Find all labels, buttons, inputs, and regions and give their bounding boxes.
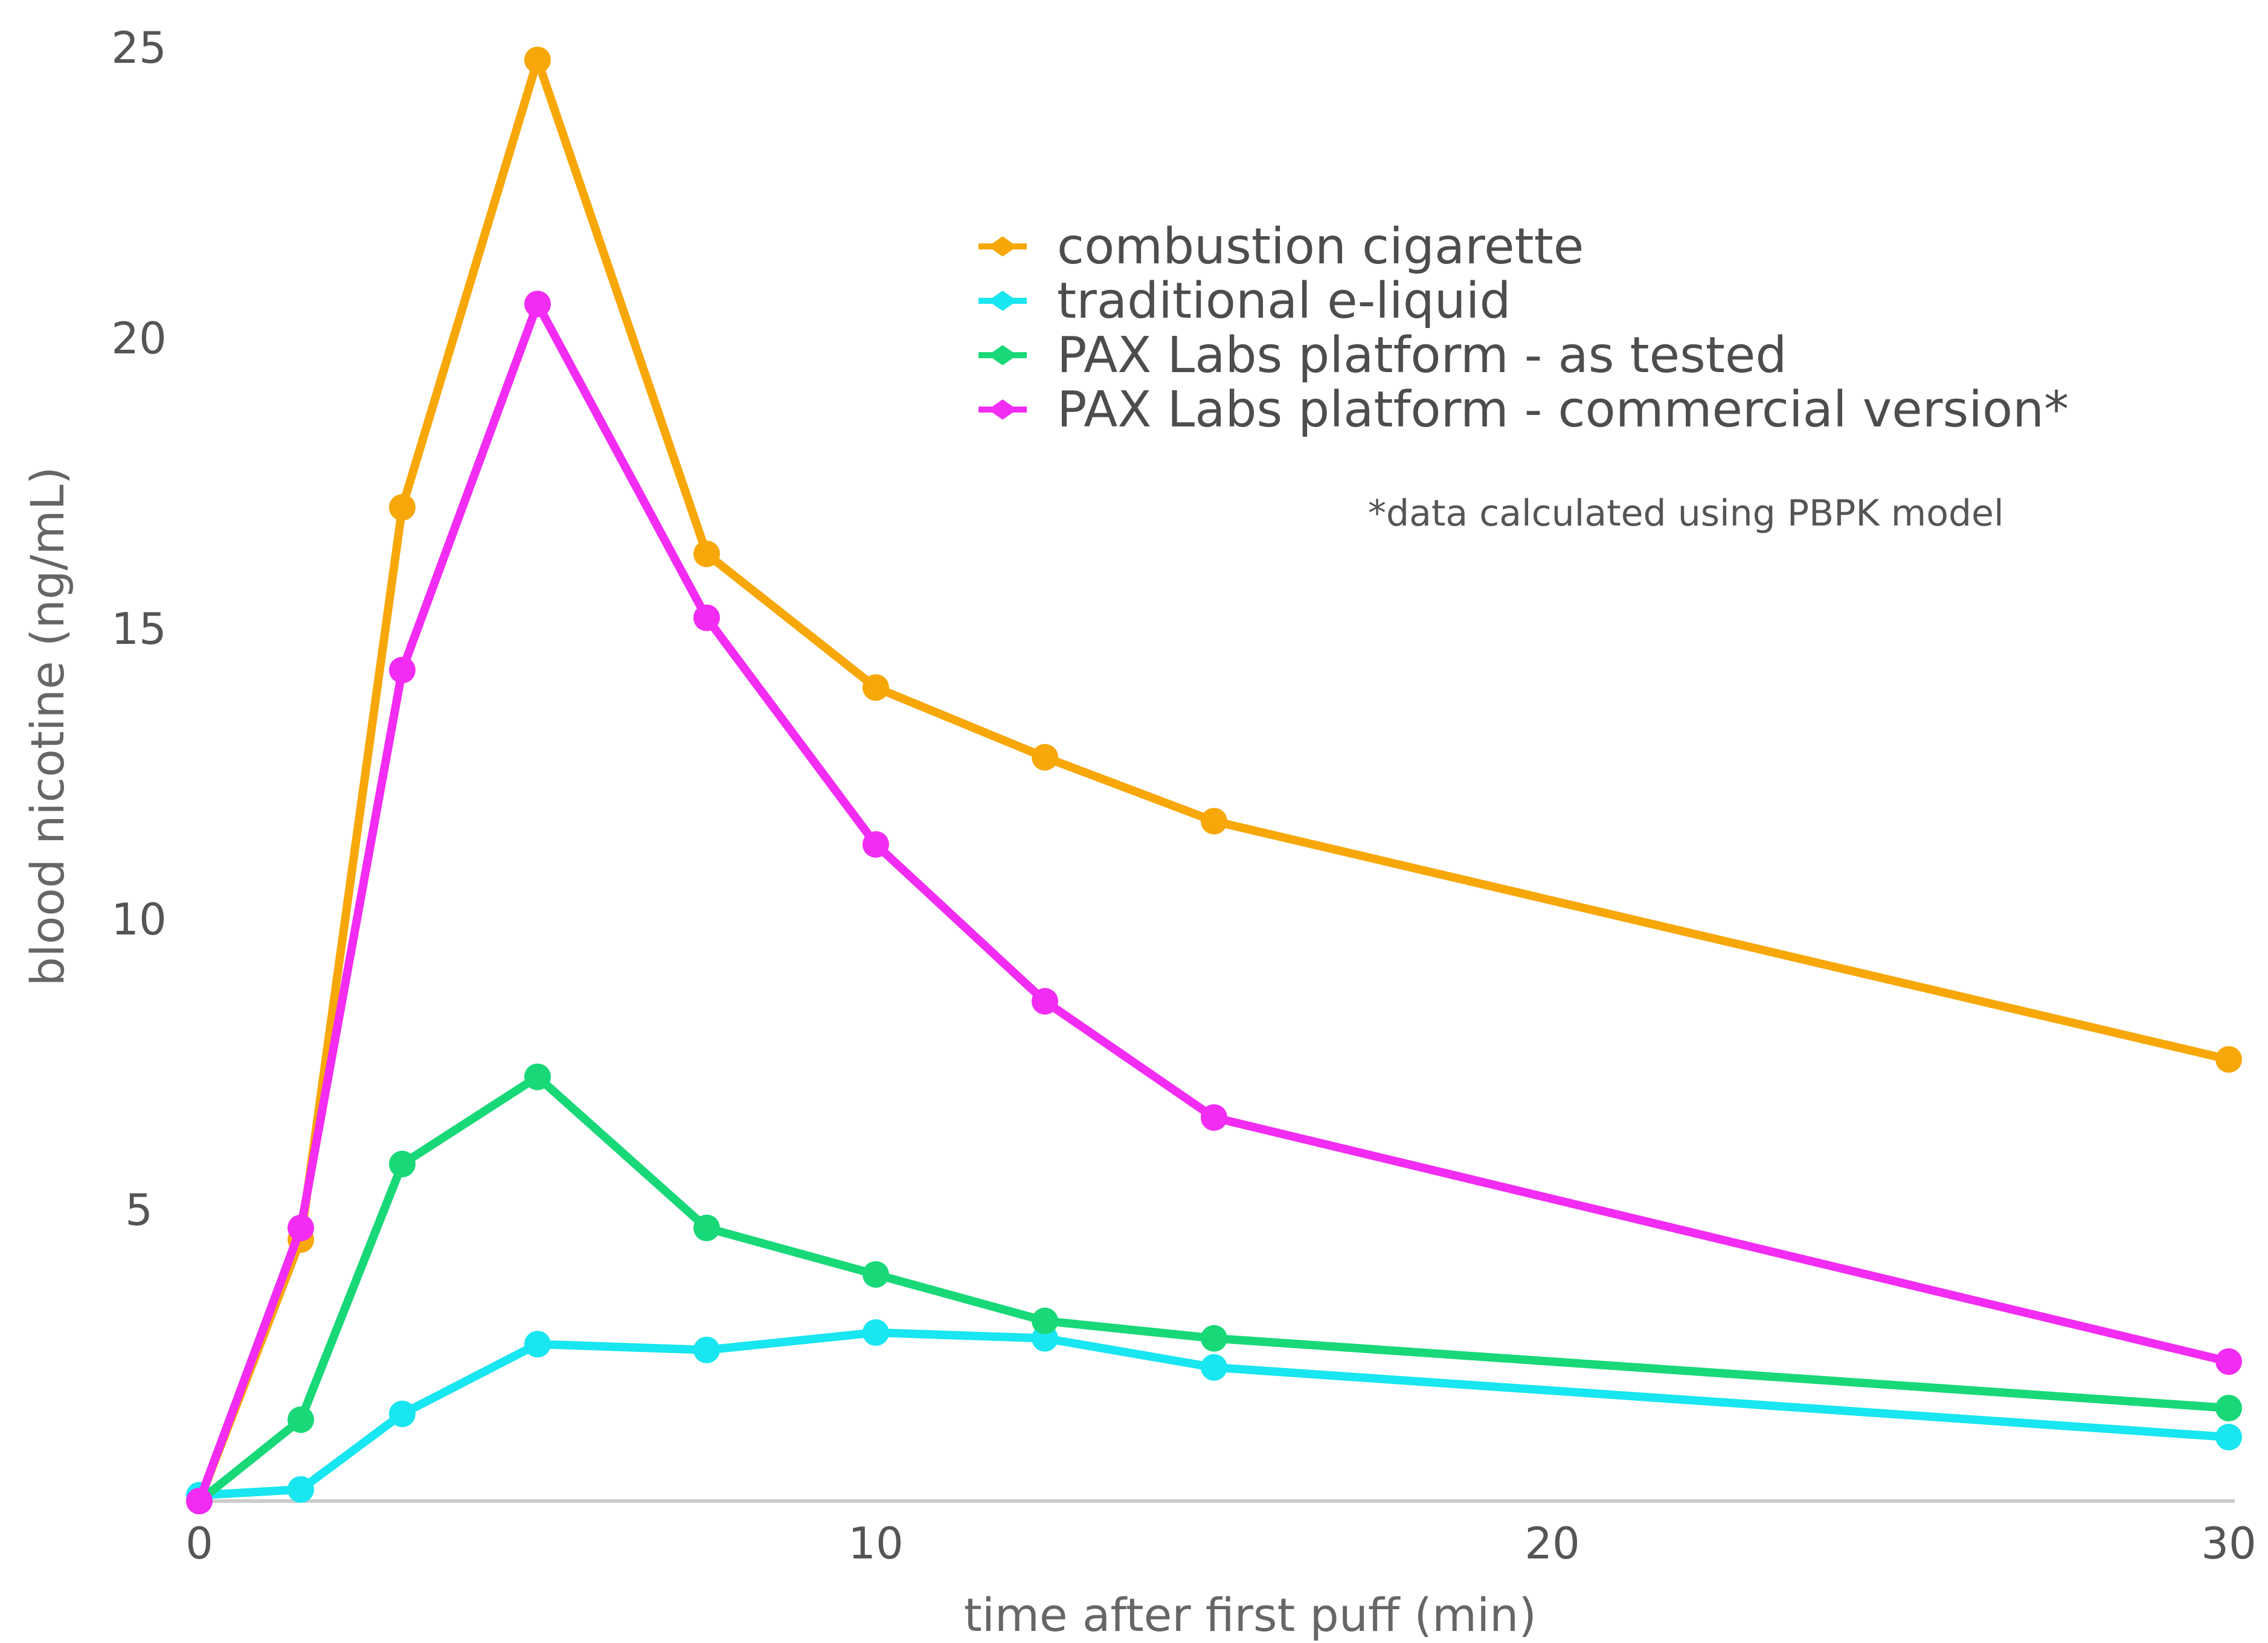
y-tick-label-5: 5 [125, 1185, 153, 1235]
series-line-3 [195, 300, 2233, 1505]
x-axis-title: time after first puff (min) [964, 1588, 1537, 1642]
y-tick-label-15: 15 [111, 603, 167, 654]
x-tick-label-30: 30 [2201, 1518, 2257, 1569]
data-point-s1-4 [693, 1336, 720, 1363]
data-point-s1-2 [389, 1400, 416, 1427]
data-point-s0-3 [524, 47, 551, 74]
data-point-s0-8 [2215, 1046, 2242, 1073]
x-tick-label-0: 0 [185, 1518, 213, 1569]
data-point-s0-2 [389, 494, 416, 521]
data-point-s1-8 [2215, 1424, 2242, 1451]
legend-label-2: PAX Labs platform - as tested [1057, 327, 1787, 384]
data-point-s2-8 [2215, 1395, 2242, 1422]
data-point-s2-6 [1032, 1307, 1058, 1334]
y-tick-label-25: 25 [111, 22, 167, 73]
data-point-s3-6 [1032, 988, 1058, 1015]
data-point-s0-7 [1201, 808, 1227, 835]
data-point-s3-2 [389, 657, 416, 684]
data-point-s3-5 [863, 831, 889, 858]
data-point-s0-5 [863, 674, 889, 701]
data-point-s1-1 [288, 1476, 314, 1503]
data-point-s1-3 [524, 1331, 551, 1358]
data-point-s2-3 [524, 1063, 551, 1090]
legend-label-3: PAX Labs platform - commercial version* [1057, 381, 2069, 439]
data-point-s2-1 [288, 1406, 314, 1433]
y-tick-label-10: 10 [111, 894, 167, 945]
data-point-s3-7 [1201, 1104, 1227, 1131]
data-point-s2-5 [863, 1261, 889, 1288]
data-point-s3-4 [693, 604, 720, 631]
data-point-s2-7 [1201, 1325, 1227, 1352]
data-point-s3-0 [186, 1488, 213, 1514]
data-point-s1-7 [1201, 1354, 1227, 1381]
data-point-s0-6 [1032, 744, 1058, 771]
legend-label-0: combustion cigarette [1057, 218, 1584, 275]
data-point-s1-5 [863, 1319, 889, 1346]
x-tick-label-10: 10 [848, 1518, 904, 1569]
data-point-s3-1 [288, 1214, 314, 1241]
data-point-s2-2 [389, 1151, 416, 1178]
y-axis-title: blood nicotine (ng/mL) [21, 466, 74, 986]
footnote-text: *data calculated using PBPK model [1368, 492, 2004, 535]
y-tick-label-20: 20 [111, 313, 167, 364]
x-tick-label-20: 20 [1524, 1518, 1580, 1569]
legend-label-1: traditional e-liquid [1057, 272, 1511, 330]
data-point-s2-4 [693, 1214, 720, 1241]
data-point-s0-4 [693, 540, 720, 567]
data-point-s3-8 [2215, 1348, 2242, 1375]
data-point-s3-3 [524, 291, 551, 318]
